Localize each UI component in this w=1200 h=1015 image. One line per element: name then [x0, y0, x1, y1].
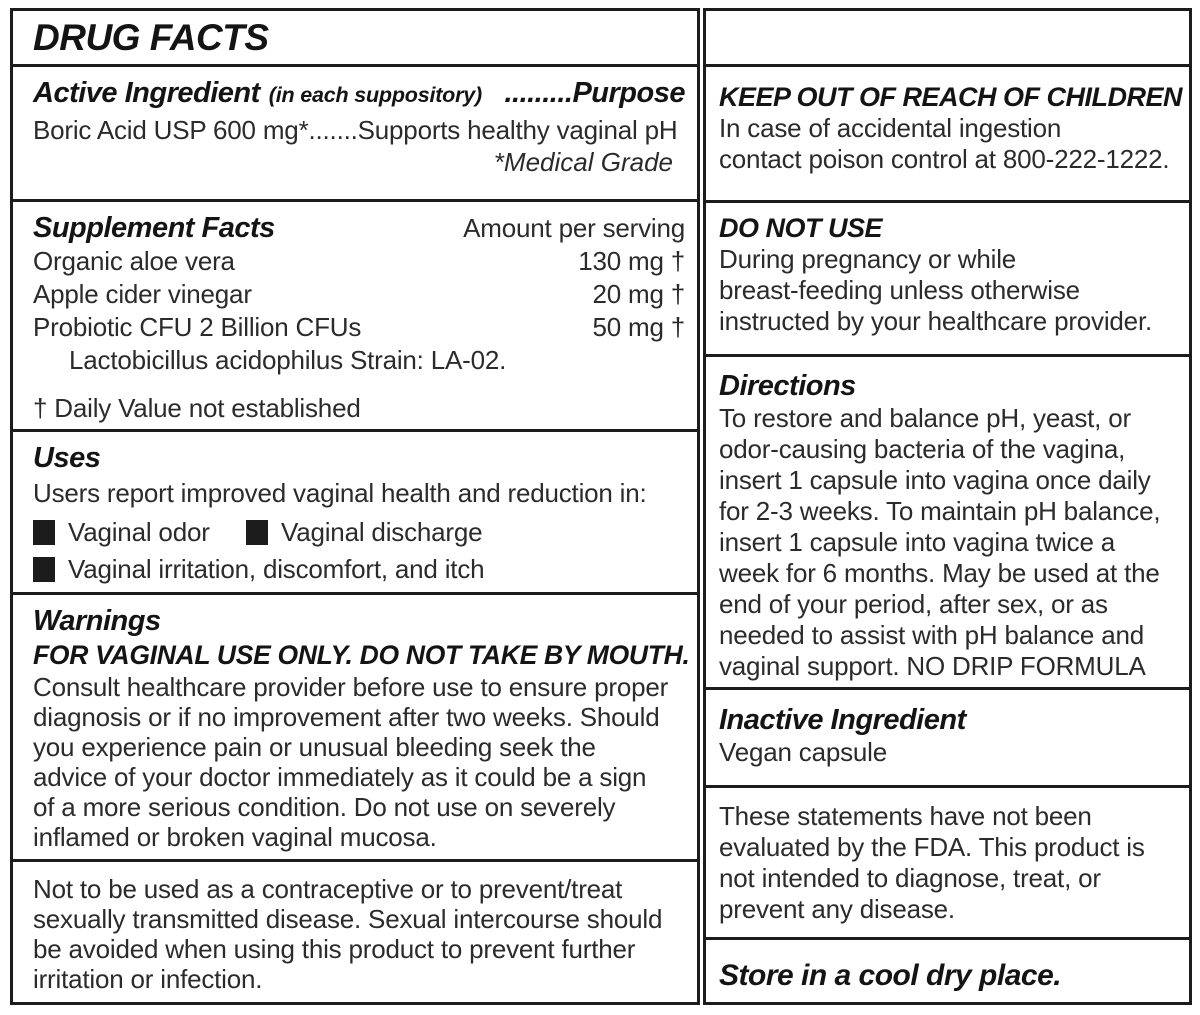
do-not-use-section: DO NOT USE During pregnancy or while bre…	[703, 200, 1192, 357]
empty-top-box	[703, 8, 1192, 67]
ingredient-name: Probiotic CFU 2 Billion CFUs	[33, 312, 362, 343]
warnings-emphasis: FOR VAGINAL USE ONLY. DO NOT TAKE BY MOU…	[33, 640, 690, 671]
left-column: DRUG FACTS Active Ingredient (in each su…	[10, 8, 700, 1005]
bullet-row: Vaginal irritation, discomfort, and itch	[33, 554, 685, 585]
filled-square-bullet-icon	[246, 520, 268, 546]
keep-out-section: KEEP OUT OF REACH OF CHILDREN In case of…	[703, 64, 1192, 203]
uses-intro: Users report improved vaginal health and…	[33, 478, 647, 509]
supplement-row: Apple cider vinegar 20 mg †	[33, 278, 685, 311]
do-not-use-body: During pregnancy or while breast-feeding…	[719, 244, 1152, 337]
right-column: KEEP OUT OF REACH OF CHILDREN In case of…	[703, 8, 1192, 1005]
strain-note: Lactobicillus acidophilus Strain: LA-02.	[69, 345, 507, 376]
ingredient-amount: 20 mg †	[592, 279, 685, 310]
bullet-row: Vaginal odor Vaginal discharge	[33, 517, 685, 548]
ingredient-name: Organic aloe vera	[33, 246, 235, 277]
list-item-label: Vaginal discharge	[281, 517, 483, 548]
keep-out-body: In case of accidental ingestion contact …	[719, 113, 1170, 175]
supplement-facts-section: Supplement Facts Amount per serving Orga…	[10, 199, 700, 432]
do-not-use-title: DO NOT USE	[719, 213, 883, 243]
directions-title: Directions	[719, 370, 856, 402]
list-item: Vaginal irritation, discomfort, and itch	[33, 554, 485, 585]
contraceptive-note-body: Not to be used as a contraceptive or to …	[33, 874, 663, 994]
inactive-ingredient-title: Inactive Ingredient	[719, 704, 966, 736]
active-ingredient-parenthetical: (in each suppository)	[268, 83, 482, 107]
supplement-row: Probiotic CFU 2 Billion CFUs 50 mg †	[33, 311, 685, 344]
daily-value-note: † Daily Value not established	[33, 393, 361, 424]
warnings-title: Warnings	[33, 605, 161, 637]
directions-body: To restore and balance pH, yeast, or odo…	[719, 403, 1161, 682]
inactive-ingredient-body: Vegan capsule	[719, 737, 887, 768]
fda-disclaimer-section: These statements have not been evaluated…	[703, 785, 1192, 940]
fda-disclaimer-body: These statements have not been evaluated…	[719, 801, 1145, 924]
purpose-label: .........Purpose	[504, 77, 685, 109]
uses-title: Uses	[33, 442, 101, 474]
uses-bullet-list: Vaginal odor Vaginal discharge Vaginal i…	[33, 517, 685, 585]
page-title: DRUG FACTS	[33, 16, 269, 58]
filled-square-bullet-icon	[33, 520, 55, 546]
amount-per-serving-label: Amount per serving	[463, 213, 685, 243]
warnings-section: Warnings FOR VAGINAL USE ONLY. DO NOT TA…	[10, 592, 700, 862]
list-item-label: Vaginal odor	[68, 517, 210, 548]
ingredient-amount: 50 mg †	[592, 312, 685, 343]
storage-title: Store in a cool dry place.	[719, 958, 1062, 992]
active-ingredient-title: Active Ingredient	[33, 77, 260, 109]
list-item: Vaginal discharge	[246, 517, 483, 548]
contraceptive-note-section: Not to be used as a contraceptive or to …	[10, 859, 700, 1005]
supplement-row: Organic aloe vera 130 mg †	[33, 245, 685, 278]
active-ingredient-section: Active Ingredient (in each suppository) …	[10, 64, 700, 202]
keep-out-title: KEEP OUT OF REACH OF CHILDREN	[719, 82, 1183, 112]
supplement-facts-header: Supplement Facts Amount per serving	[33, 212, 685, 245]
list-item: Vaginal odor	[33, 517, 246, 548]
ingredient-amount: 130 mg †	[578, 246, 685, 277]
active-ingredient-header: Active Ingredient (in each suppository) …	[33, 77, 685, 110]
list-item-label: Vaginal irritation, discomfort, and itch	[68, 554, 485, 585]
supplement-facts-title: Supplement Facts	[33, 212, 275, 244]
directions-section: Directions To restore and balance pH, ye…	[703, 354, 1192, 690]
warnings-body: Consult healthcare provider before use t…	[33, 672, 669, 853]
storage-section: Store in a cool dry place.	[703, 937, 1192, 1005]
filled-square-bullet-icon	[33, 557, 55, 583]
drug-facts-title-box: DRUG FACTS	[10, 8, 700, 67]
medical-grade-note: *Medical Grade	[493, 147, 673, 178]
uses-section: Uses Users report improved vaginal healt…	[10, 429, 700, 595]
ingredient-name: Apple cider vinegar	[33, 279, 252, 310]
inactive-ingredient-section: Inactive Ingredient Vegan capsule	[703, 687, 1192, 788]
active-ingredient-line: Boric Acid USP 600 mg*.......Supports he…	[33, 115, 678, 146]
